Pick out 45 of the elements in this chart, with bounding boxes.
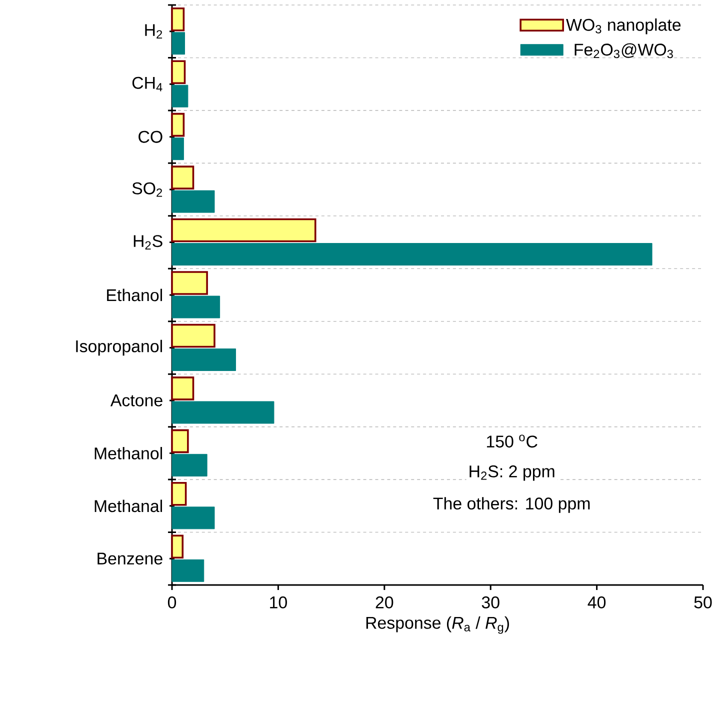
bar bbox=[171, 376, 194, 400]
bar bbox=[172, 454, 208, 476]
y-tick-label: H$_{2}$S bbox=[134, 235, 162, 250]
annotation: H$_{2}$S: 2 ppm bbox=[470, 465, 554, 481]
x-tick-label: 40 bbox=[588, 596, 606, 608]
bar bbox=[171, 271, 208, 295]
bar bbox=[172, 296, 220, 318]
y-tick-label: Ethanol bbox=[107, 288, 162, 302]
bar bbox=[172, 348, 236, 371]
bar bbox=[172, 401, 274, 424]
legend-label: Fe$_{2}$O$_{3}$@WO$_{3}$ bbox=[574, 43, 673, 58]
bar bbox=[171, 112, 185, 137]
y-tick-label: Actone bbox=[110, 394, 162, 406]
legend-label: WO$_{3}$ nanoplate bbox=[566, 18, 681, 34]
y-tick-label: Methanol bbox=[94, 446, 162, 460]
bar bbox=[171, 482, 187, 506]
y-tick-label: Methanal bbox=[94, 500, 162, 512]
y-tick-label: Benzene bbox=[98, 552, 162, 565]
bar bbox=[172, 84, 188, 108]
bar bbox=[172, 138, 184, 160]
y-tick-label: CH$_{4}$ bbox=[132, 76, 162, 92]
y-tick-label: SO$_{2}$ bbox=[132, 182, 162, 197]
bar bbox=[172, 243, 652, 266]
bar bbox=[171, 324, 216, 348]
bar bbox=[172, 506, 215, 530]
y-tick-label: H$_{2}$ bbox=[145, 24, 162, 38]
annotation: The others: 100 ppm bbox=[433, 497, 590, 513]
annotation: 150 $^{o}$C bbox=[487, 434, 538, 448]
bar bbox=[171, 7, 185, 32]
bar bbox=[171, 166, 194, 190]
x-tick-label: 0 bbox=[168, 596, 176, 608]
x-tick-label: 10 bbox=[270, 596, 287, 608]
x-tick-label: 20 bbox=[376, 596, 394, 608]
bar bbox=[172, 32, 185, 55]
x-tick-label: 30 bbox=[482, 596, 500, 608]
bar bbox=[171, 60, 186, 84]
y-tick-label: Isopropanol bbox=[76, 340, 162, 356]
bar bbox=[172, 559, 204, 582]
bar bbox=[172, 190, 215, 213]
bar bbox=[171, 218, 316, 242]
y-tick-label: CO bbox=[138, 130, 162, 143]
bar bbox=[171, 429, 189, 454]
x-tick-label: 50 bbox=[694, 596, 712, 608]
x-axis-title: Response (R$_{a}$ / R$_{g}$) bbox=[366, 616, 509, 634]
bar bbox=[171, 534, 184, 559]
